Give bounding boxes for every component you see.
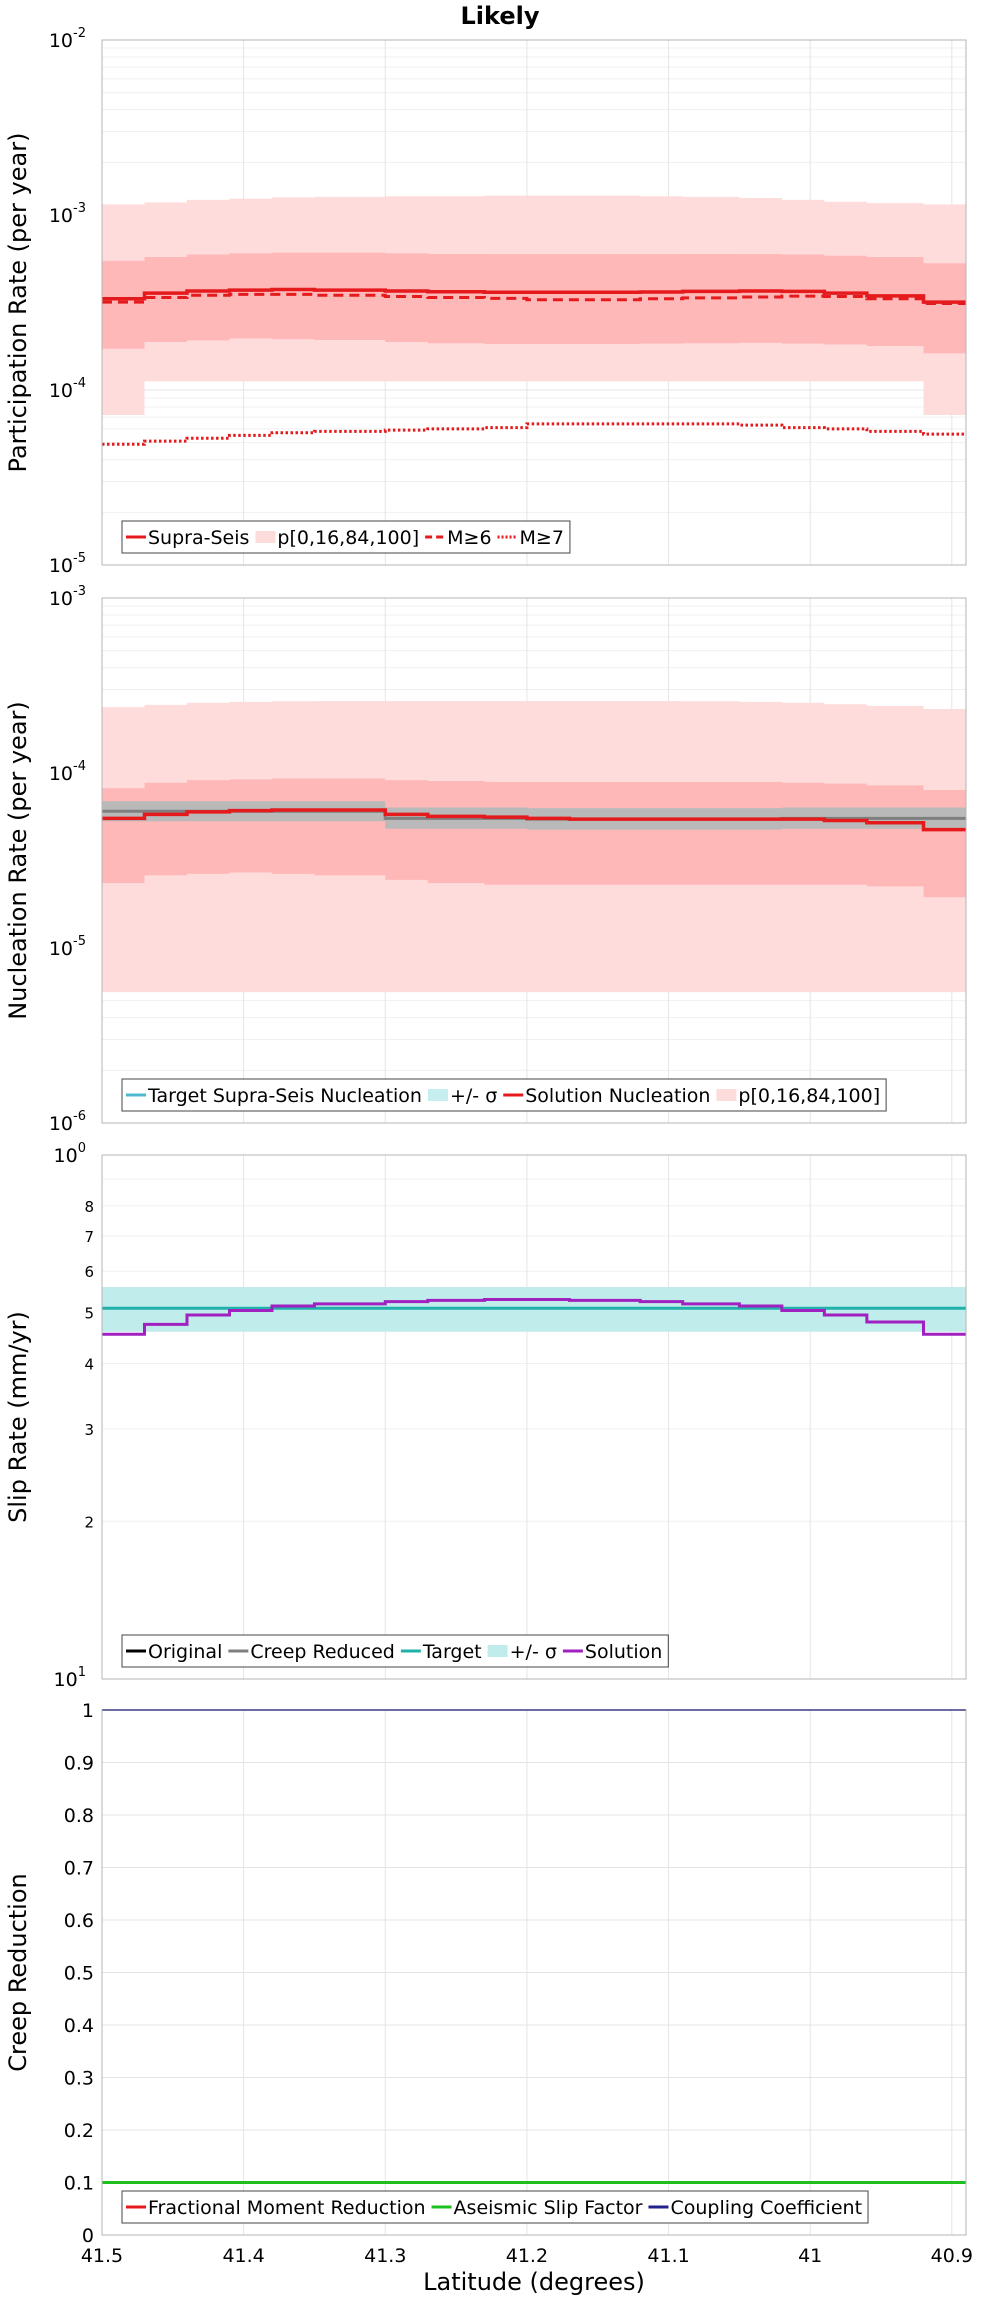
y-minor-tick-label: 3 [84,1421,94,1439]
y-tick-label: 10-6 [49,1109,86,1135]
x-tick-label: 41.5 [81,2245,123,2267]
series-m-7 [102,422,966,446]
legend-label: M≥6 [447,527,491,549]
legend-label: Supra-Seis [148,527,249,549]
y-tick-label: 10-5 [49,551,86,577]
y-tick-label: 10-4 [49,759,86,785]
panels: 10-5 10-4 10-3 10-2 Participation Rate (per … [4,26,973,2267]
x-tick-label: 41 [798,2245,822,2267]
grid [101,1709,966,2236]
panel-participation: 10-5 10-4 10-3 10-2 Participation Rate (per … [4,26,967,577]
plot-frame [101,597,967,1124]
plot-frame [101,1154,967,1680]
panel-nucleation: 10-6 10-5 10-4 10-3 Nucleation Rate (per yea… [4,584,967,1135]
y-tick-label: 0.8 [64,1805,94,1827]
legend: Original Creep Reduced Target +/- σ Solution [121,1634,669,1668]
y-tick-label: 0 [82,2225,94,2247]
legend-label: Original [148,1641,222,1663]
legend-label: Target [422,1641,482,1663]
legend-box [121,520,571,554]
legend-label: Fractional Moment Reduction [148,2197,426,2219]
y-tick-label: 1 [82,1700,94,1722]
y-tick-label: 0.1 [64,2173,94,2195]
grid [101,1155,966,1680]
panel-creep: 0 0.1 0.2 0.3 0.4 0.5 0.6 0.7 0.8 0.9 1 Creep Reduc… [4,1700,973,2267]
x-tick-label: 41.3 [364,2245,406,2267]
y-tick-label: 0.9 [64,1753,94,1775]
legend-swatch [487,1645,508,1657]
x-tick-label: 40.9 [931,2245,973,2267]
y-tick-label: 10-4 [49,376,86,402]
legend-label: p[0,16,84,100] [277,527,419,549]
legend: Supra-Seis p[0,16,84,100] M≥6 M≥7 [121,520,571,554]
y-minor-tick-label: 6 [84,1263,94,1281]
legend-label: +/- σ [450,1085,497,1107]
series-solution [102,1297,966,1336]
legend-swatch [716,1089,737,1101]
x-tick-label: 41.1 [647,2245,689,2267]
legend-label: Solution [585,1641,662,1663]
series-m-6 [102,292,966,306]
y-axis-label: Nucleation Rate (per year) [4,701,32,1020]
y-minor-tick-label: 4 [84,1356,94,1374]
y-tick-label: 101 [54,1665,86,1691]
series-supra-seis [102,287,966,304]
y-minor-tick-label: 2 [84,1513,94,1531]
x-tick-label: 41.4 [222,2245,264,2267]
y-axis-label: Slip Rate (mm/yr) [4,1311,32,1523]
y-axis-label: Participation Rate (per year) [4,133,32,473]
y-minor-tick-label: 8 [84,1198,94,1216]
x-axis-label: Latitude (degrees) [423,2268,645,2296]
y-tick-label: 0.2 [64,2120,94,2142]
y-axis-label: Creep Reduction [4,1873,32,2071]
y-tick-label: 0.3 [64,2068,94,2090]
legend-swatch [255,531,276,543]
x-tick-label: 41.2 [506,2245,548,2267]
y-minor-tick-label: 7 [84,1228,94,1246]
y-tick-label: 0.4 [64,2015,94,2037]
legend-label: Target Supra-Seis Nucleation [147,1085,422,1107]
y-tick-label: 100 [54,1141,86,1167]
y-tick-label: 10-2 [49,26,86,52]
y-tick-label: 0.7 [64,1858,94,1880]
band-1 [102,252,966,354]
legend: Fractional Moment Reduction Aseismic Slip… [121,2190,869,2224]
legend-box [121,2190,869,2224]
panel-slip: 101 100 2 3 4 5 6 7 8 Slip Rate (mm/yr) Original Cr… [4,1141,967,1691]
plot-frame [101,39,967,566]
legend-label: p[0,16,84,100] [738,1085,880,1107]
chart-title: Likely [461,2,540,30]
legend-label: Aseismic Slip Factor [454,2197,643,2219]
y-tick-label: 0.5 [64,1963,94,1985]
series-solution-nucleation [102,808,966,832]
plot-frame [101,1709,967,2236]
legend: Target Supra-Seis Nucleation +/- σ Solutio… [121,1078,887,1112]
y-tick-label: 10-5 [49,934,86,960]
y-minor-tick-label: 5 [84,1305,94,1323]
legend-swatch [427,1089,448,1101]
legend-label: Creep Reduced [250,1641,394,1663]
legend-label: M≥7 [520,527,564,549]
legend-label: +/- σ [510,1641,557,1663]
y-tick-label: 10-3 [49,201,86,227]
legend-label: Solution Nucleation [525,1085,710,1107]
y-tick-label: 0.6 [64,1910,94,1932]
legend-label: Coupling Coefficient [670,2197,862,2219]
y-tick-label: 10-3 [49,584,86,610]
